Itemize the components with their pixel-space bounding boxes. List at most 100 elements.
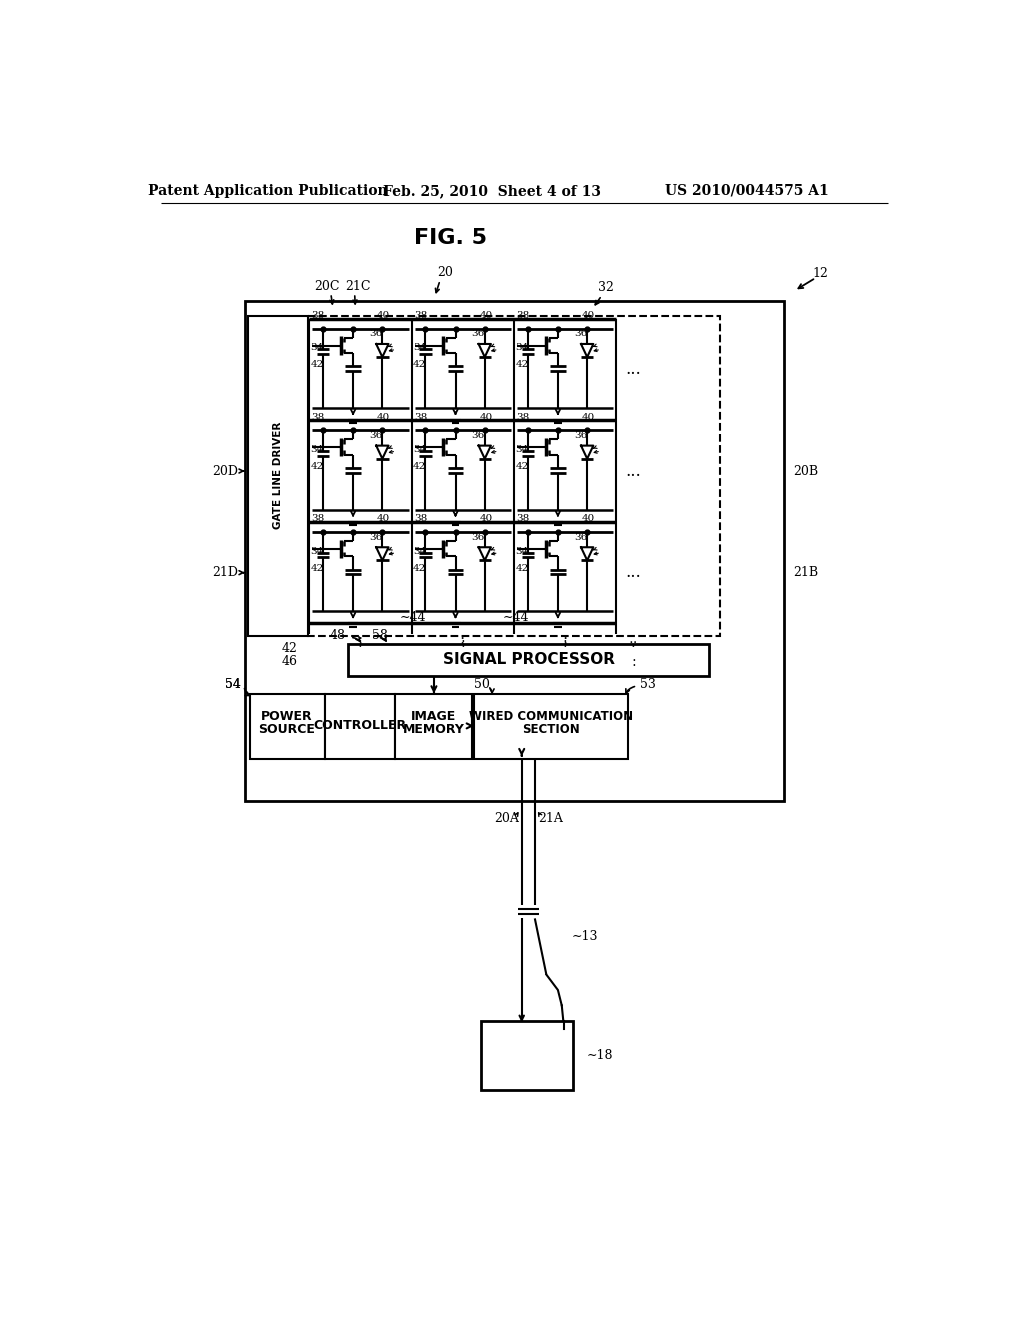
Text: 46: 46 xyxy=(282,655,298,668)
Text: :: : xyxy=(460,636,465,649)
Text: 42: 42 xyxy=(310,360,324,370)
Text: ∼44: ∼44 xyxy=(503,611,529,624)
Bar xyxy=(325,693,395,759)
Text: 21B: 21B xyxy=(793,566,818,579)
Text: SOURCE: SOURCE xyxy=(258,723,315,737)
Text: 42: 42 xyxy=(413,564,426,573)
Text: SECTION: SECTION xyxy=(522,723,580,737)
Text: 40: 40 xyxy=(479,413,493,421)
Text: 20D: 20D xyxy=(212,465,239,478)
Text: 34: 34 xyxy=(310,546,324,556)
Text: 36: 36 xyxy=(574,533,588,541)
Text: 20C: 20C xyxy=(314,280,340,293)
Text: 40: 40 xyxy=(377,312,390,319)
Text: 38: 38 xyxy=(311,413,325,421)
Text: 32: 32 xyxy=(598,281,614,294)
Text: 40: 40 xyxy=(582,413,595,421)
Text: 38: 38 xyxy=(414,312,427,319)
Bar xyxy=(248,317,307,636)
Text: 20: 20 xyxy=(437,265,453,279)
Text: GATE LINE DRIVER: GATE LINE DRIVER xyxy=(272,422,283,529)
Text: ∼18: ∼18 xyxy=(587,1049,613,1063)
Text: 53: 53 xyxy=(640,677,655,690)
Text: 50: 50 xyxy=(474,677,489,690)
Text: 36: 36 xyxy=(472,330,485,338)
Text: ...: ... xyxy=(626,360,641,378)
Text: ⋅: ⋅ xyxy=(631,640,636,653)
Text: ⋅⋅: ⋅⋅ xyxy=(629,636,638,649)
Bar xyxy=(245,301,783,801)
Text: :: : xyxy=(631,655,636,669)
Text: 21D: 21D xyxy=(212,566,239,579)
Text: 40: 40 xyxy=(377,413,390,421)
Text: :: : xyxy=(357,634,362,647)
Bar xyxy=(474,693,628,759)
Text: 38: 38 xyxy=(414,413,427,421)
Text: 36: 36 xyxy=(574,432,588,440)
Text: 40: 40 xyxy=(377,515,390,523)
Text: 42: 42 xyxy=(282,642,298,655)
Text: 42: 42 xyxy=(310,564,324,573)
Text: 42: 42 xyxy=(413,360,426,370)
Text: 38: 38 xyxy=(516,413,529,421)
Text: 36: 36 xyxy=(574,330,588,338)
Text: 36: 36 xyxy=(370,432,383,440)
Text: 36: 36 xyxy=(472,533,485,541)
Text: 21A: 21A xyxy=(538,812,563,825)
Text: 34: 34 xyxy=(515,343,528,352)
Text: 20B: 20B xyxy=(793,465,818,478)
Text: ...: ... xyxy=(626,462,641,479)
Text: 42: 42 xyxy=(310,462,324,471)
Bar xyxy=(348,644,709,676)
Bar xyxy=(250,693,325,759)
Bar xyxy=(307,317,720,636)
Text: 58: 58 xyxy=(372,630,387,643)
Text: ∼44: ∼44 xyxy=(400,611,427,624)
Text: 42: 42 xyxy=(515,360,528,370)
Text: 42: 42 xyxy=(413,462,426,471)
Text: 12: 12 xyxy=(812,268,828,280)
Text: ...: ... xyxy=(626,564,641,581)
Text: IMAGE: IMAGE xyxy=(412,710,457,723)
Text: POWER: POWER xyxy=(261,710,312,723)
Text: 40: 40 xyxy=(582,515,595,523)
Text: 34: 34 xyxy=(413,343,426,352)
Text: 42: 42 xyxy=(515,564,528,573)
Text: 38: 38 xyxy=(311,515,325,523)
Text: 36: 36 xyxy=(472,432,485,440)
Text: :: : xyxy=(562,636,567,649)
Text: 36: 36 xyxy=(370,330,383,338)
Text: 34: 34 xyxy=(413,445,426,454)
Text: SIGNAL PROCESSOR: SIGNAL PROCESSOR xyxy=(442,652,614,667)
Text: :: : xyxy=(357,636,362,649)
Text: 34: 34 xyxy=(413,546,426,556)
Bar xyxy=(481,1020,573,1090)
Text: Patent Application Publication: Patent Application Publication xyxy=(147,183,387,198)
Bar xyxy=(395,693,472,759)
Text: Feb. 25, 2010  Sheet 4 of 13: Feb. 25, 2010 Sheet 4 of 13 xyxy=(383,183,601,198)
Text: 34: 34 xyxy=(310,343,324,352)
Text: 38: 38 xyxy=(516,312,529,319)
Text: 34: 34 xyxy=(515,445,528,454)
Text: 40: 40 xyxy=(479,515,493,523)
Text: 40: 40 xyxy=(479,312,493,319)
Text: 21C: 21C xyxy=(345,280,371,293)
Text: 54: 54 xyxy=(225,677,241,690)
Text: 36: 36 xyxy=(370,533,383,541)
Text: :: : xyxy=(460,634,465,647)
Text: 38: 38 xyxy=(414,515,427,523)
Text: 40: 40 xyxy=(582,312,595,319)
Text: 54: 54 xyxy=(225,677,241,690)
Text: 42: 42 xyxy=(515,462,528,471)
Text: CONTROLLER: CONTROLLER xyxy=(313,719,407,733)
Text: :: : xyxy=(562,634,567,647)
Text: WIRED COMMUNICATION: WIRED COMMUNICATION xyxy=(469,710,633,723)
Text: MEMORY: MEMORY xyxy=(403,723,465,737)
Text: ∼13: ∼13 xyxy=(571,929,598,942)
Text: 34: 34 xyxy=(310,445,324,454)
Text: FIG. 5: FIG. 5 xyxy=(414,228,486,248)
Text: 38: 38 xyxy=(516,515,529,523)
Text: US 2010/0044575 A1: US 2010/0044575 A1 xyxy=(665,183,828,198)
Text: 38: 38 xyxy=(311,312,325,319)
Text: 34: 34 xyxy=(515,546,528,556)
